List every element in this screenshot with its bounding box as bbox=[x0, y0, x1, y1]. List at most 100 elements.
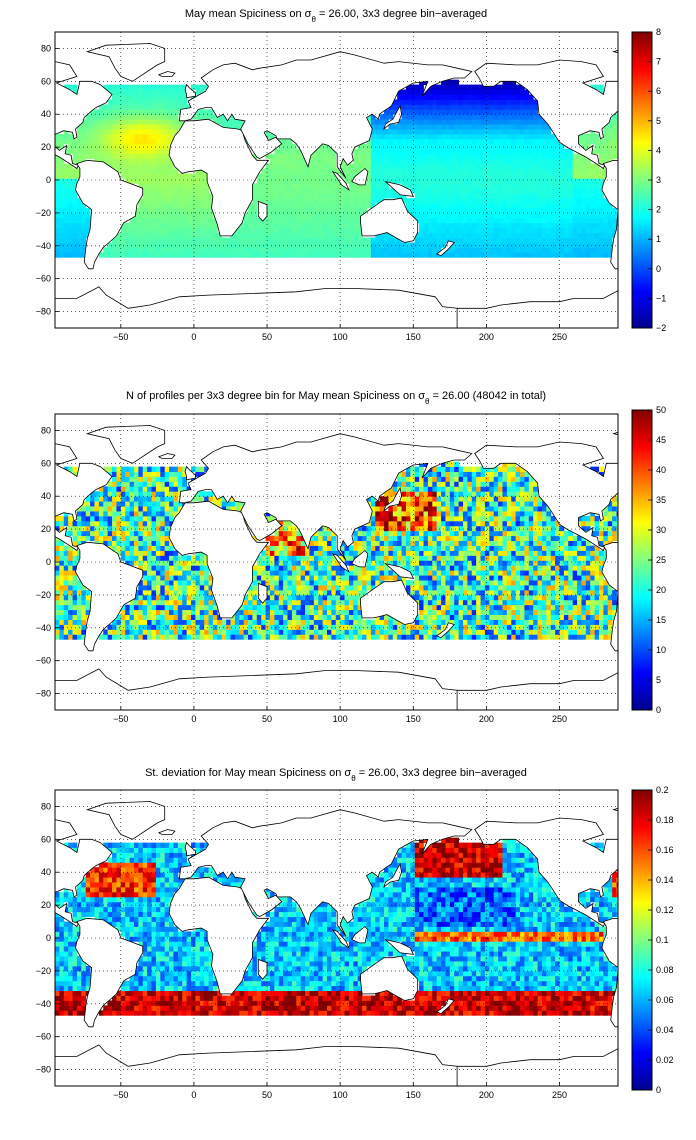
heatmap-cell bbox=[239, 252, 245, 258]
heatmap-cell bbox=[68, 188, 73, 194]
heatmap-cell bbox=[133, 599, 139, 606]
heatmap-cell bbox=[309, 198, 315, 204]
heatmap-cell bbox=[116, 242, 122, 248]
heatmap-cell bbox=[112, 624, 117, 630]
heatmap-cell bbox=[116, 247, 122, 253]
heatmap-cell bbox=[598, 252, 604, 258]
heatmap-cell bbox=[85, 599, 91, 606]
heatmap-cell bbox=[59, 604, 65, 611]
heatmap-cell bbox=[151, 555, 157, 561]
heatmap-cell bbox=[326, 188, 332, 194]
heatmap-cell bbox=[287, 153, 293, 160]
heatmap-cell bbox=[107, 129, 113, 135]
heatmap-cell bbox=[269, 207, 275, 214]
heatmap-cell bbox=[68, 203, 73, 209]
heatmap-cell bbox=[515, 84, 521, 90]
heatmap-cell bbox=[283, 163, 288, 169]
heatmap-cell bbox=[388, 163, 394, 169]
heatmap-cell bbox=[331, 203, 337, 209]
heatmap-cell bbox=[559, 227, 565, 234]
heatmap-cell bbox=[151, 158, 157, 164]
heatmap-cell bbox=[449, 227, 455, 234]
heatmap-cell bbox=[81, 203, 87, 209]
heatmap-cell bbox=[269, 227, 275, 234]
heatmap-cell bbox=[147, 94, 152, 100]
heatmap-cell bbox=[441, 89, 446, 95]
heatmap-cell bbox=[112, 109, 117, 115]
heatmap-cell bbox=[151, 585, 157, 591]
heatmap-cell bbox=[300, 168, 306, 174]
heatmap-cell bbox=[594, 237, 600, 243]
heatmap-cell bbox=[537, 119, 543, 125]
heatmap-cell bbox=[274, 604, 280, 611]
heatmap-cell bbox=[243, 247, 249, 253]
heatmap-cell bbox=[607, 222, 613, 229]
heatmap-cell bbox=[607, 609, 613, 616]
heatmap-cell bbox=[427, 222, 433, 229]
heatmap-cell bbox=[476, 237, 481, 243]
heatmap-cell bbox=[607, 143, 613, 150]
heatmap-cell bbox=[147, 158, 152, 164]
heatmap-cell bbox=[199, 619, 205, 625]
heatmap-cell bbox=[559, 198, 565, 204]
heatmap-cell bbox=[164, 619, 170, 625]
heatmap-cell bbox=[454, 203, 460, 209]
heatmap-cell bbox=[511, 138, 517, 145]
heatmap-cell bbox=[116, 614, 122, 620]
heatmap-cell bbox=[173, 252, 179, 258]
heatmap-cell bbox=[563, 203, 569, 209]
heatmap-cell bbox=[401, 99, 407, 105]
heatmap-cell bbox=[370, 619, 376, 625]
heatmap-cell bbox=[370, 133, 376, 140]
heatmap-cell bbox=[55, 614, 60, 620]
heatmap-cell bbox=[432, 565, 438, 571]
heatmap-cell bbox=[616, 138, 618, 145]
heatmap-cell bbox=[217, 624, 223, 630]
heatmap-cell bbox=[190, 247, 196, 253]
heatmap-cell bbox=[164, 555, 170, 561]
heatmap-cell bbox=[76, 609, 82, 616]
heatmap-cell bbox=[541, 133, 547, 140]
heatmap-cell bbox=[476, 217, 481, 224]
heatmap-cell bbox=[375, 560, 381, 566]
heatmap-cell bbox=[581, 212, 587, 219]
heatmap-cell bbox=[142, 104, 148, 110]
heatmap-cell bbox=[533, 153, 538, 160]
heatmap-cell bbox=[559, 212, 565, 219]
heatmap-cell bbox=[533, 565, 538, 571]
heatmap-cell bbox=[195, 188, 201, 194]
heatmap-cell bbox=[357, 242, 363, 248]
heatmap-cell bbox=[581, 580, 587, 586]
heatmap-cell bbox=[164, 178, 170, 184]
heatmap-cell bbox=[182, 227, 188, 234]
heatmap-cell bbox=[471, 183, 477, 189]
heatmap-cell bbox=[283, 580, 288, 586]
heatmap-cell bbox=[410, 203, 416, 209]
heatmap-cell bbox=[480, 207, 486, 214]
heatmap-cell bbox=[151, 153, 157, 160]
heatmap-cell bbox=[138, 565, 144, 571]
heatmap-cell bbox=[366, 565, 372, 571]
heatmap-cell bbox=[283, 585, 288, 591]
heatmap-cell bbox=[120, 129, 126, 135]
heatmap-cell bbox=[190, 629, 196, 635]
heatmap-cell bbox=[594, 580, 600, 586]
heatmap-cell bbox=[528, 138, 534, 145]
heatmap-cell bbox=[524, 138, 530, 145]
heatmap-cell bbox=[506, 589, 512, 596]
heatmap-cell bbox=[283, 158, 288, 164]
heatmap-cell bbox=[177, 585, 183, 591]
heatmap-cell bbox=[348, 604, 354, 611]
heatmap-cell bbox=[309, 570, 315, 576]
heatmap-cell bbox=[392, 178, 398, 184]
heatmap-cell bbox=[190, 570, 196, 576]
heatmap-cell bbox=[160, 589, 166, 596]
heatmap-cell bbox=[199, 183, 205, 189]
heatmap-cell bbox=[81, 138, 87, 145]
heatmap-cell bbox=[164, 104, 170, 110]
heatmap-cell bbox=[546, 203, 552, 209]
heatmap-cell bbox=[142, 212, 148, 219]
heatmap-cell bbox=[340, 207, 345, 214]
heatmap-cell bbox=[107, 119, 113, 125]
heatmap-cell bbox=[300, 619, 306, 625]
